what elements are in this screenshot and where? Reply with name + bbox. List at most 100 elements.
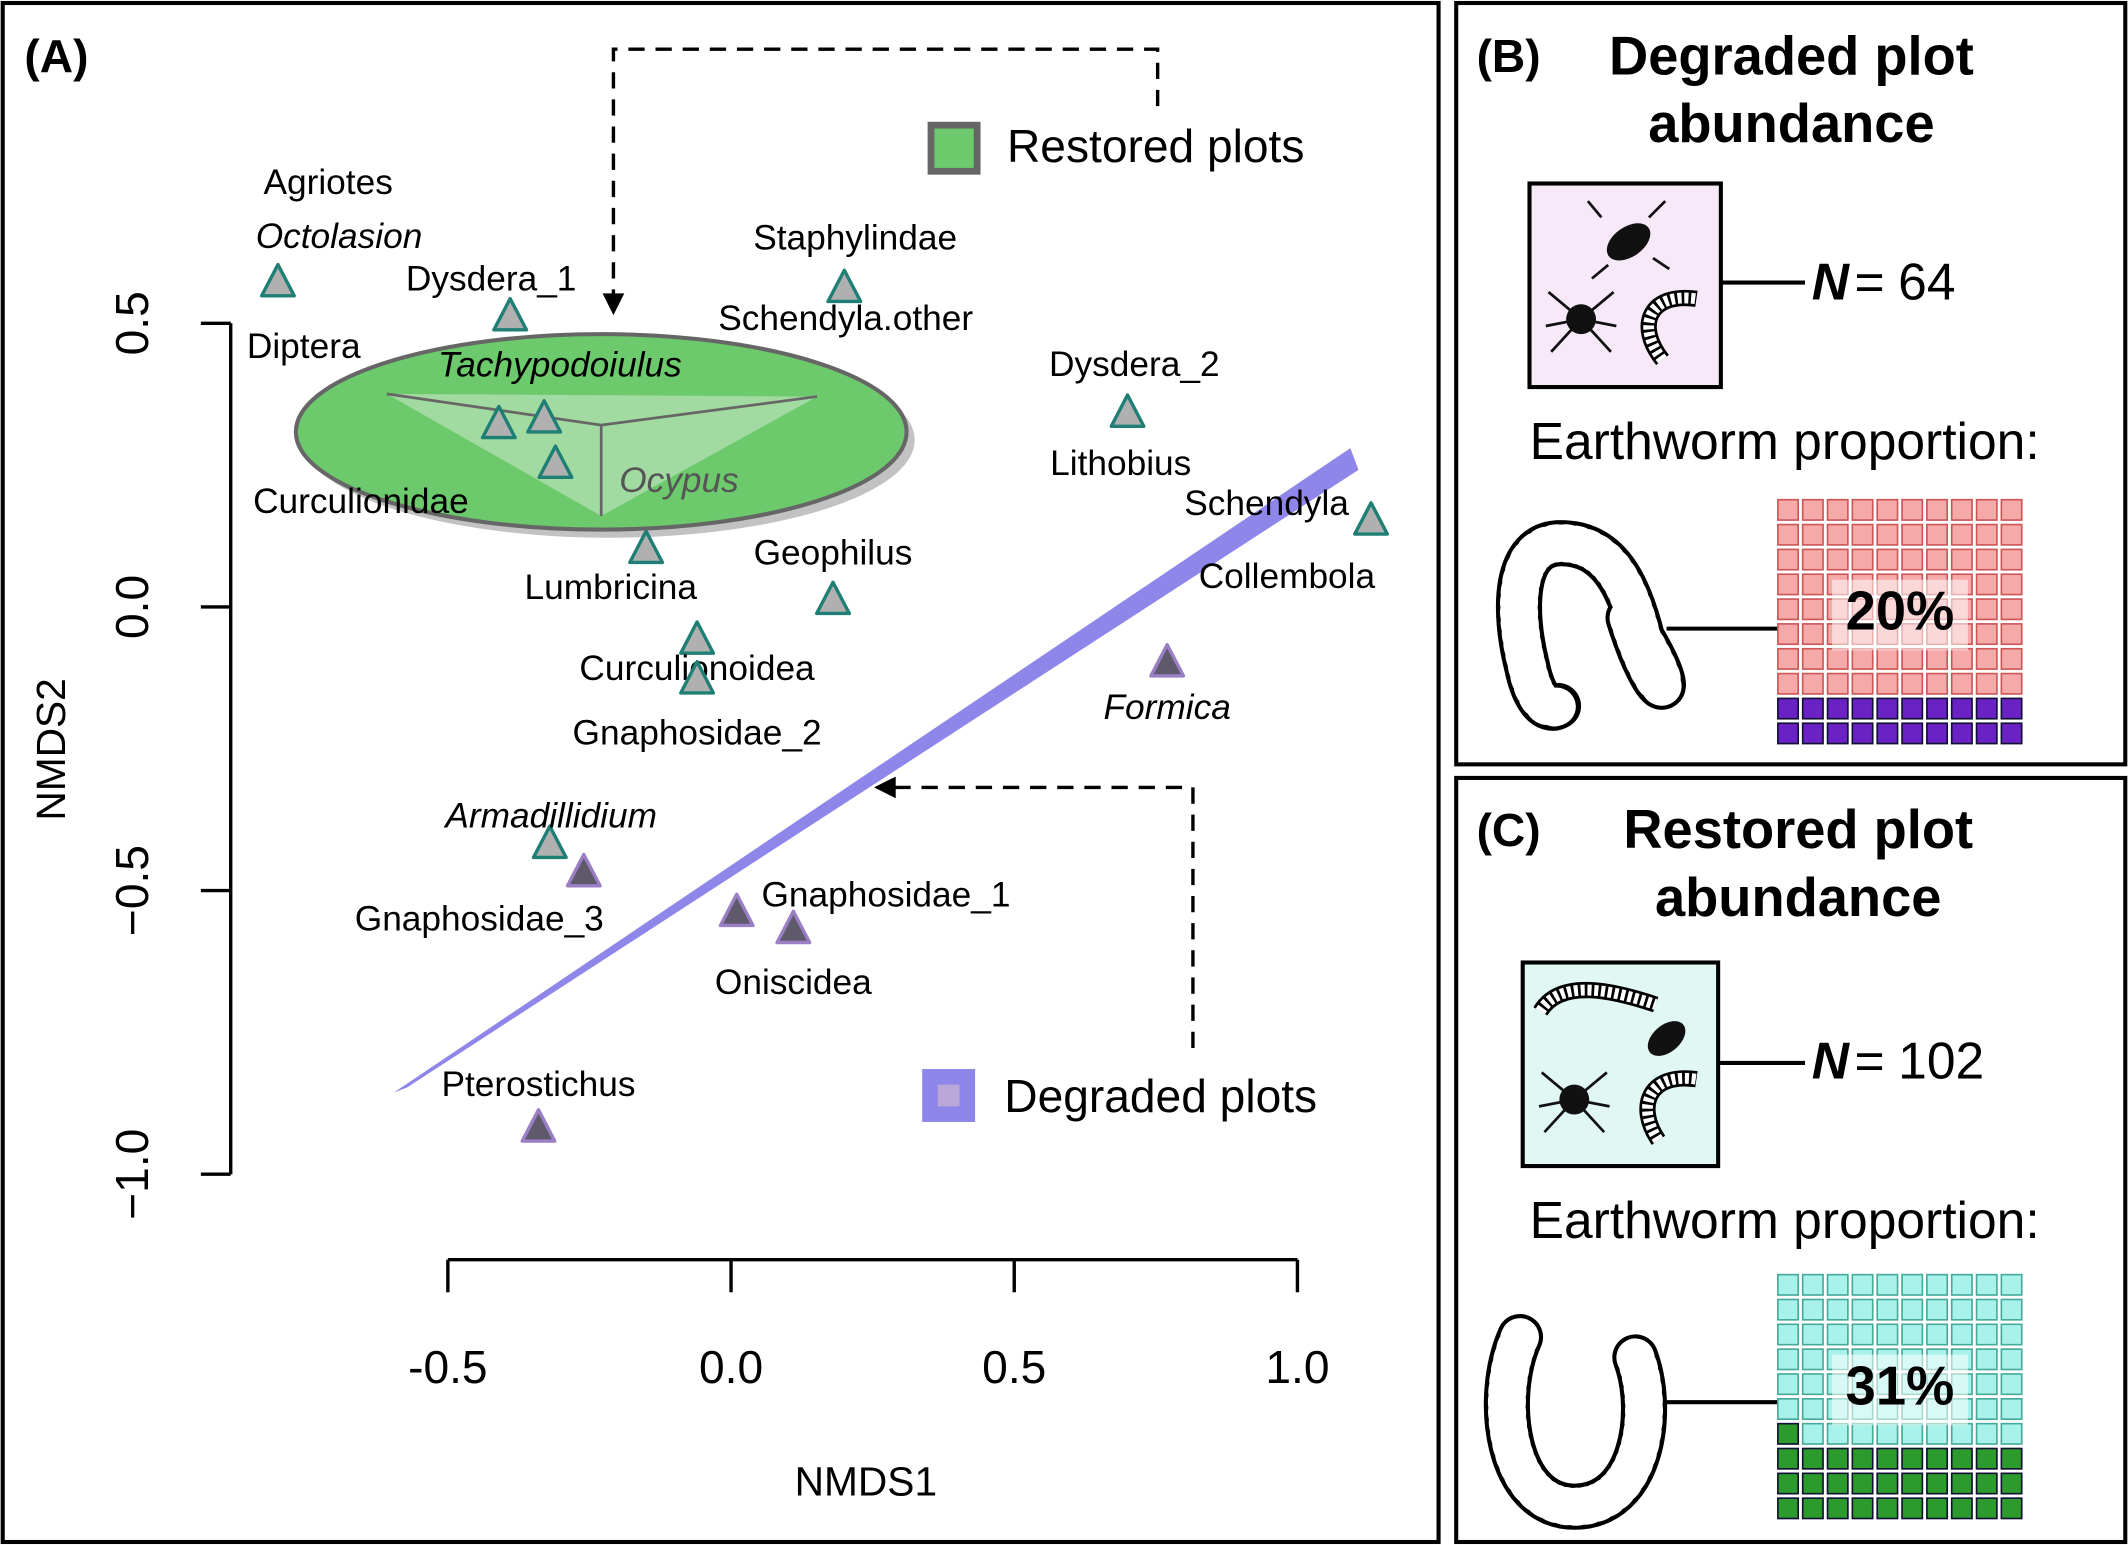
- waffle-cell: [1801, 722, 1824, 745]
- arrow-head: [602, 293, 625, 316]
- waffle-cell: [1975, 722, 1998, 745]
- waffle-cell: [1950, 1472, 1973, 1495]
- point-label: Gnaphosidae_3: [355, 899, 604, 938]
- point: [526, 399, 563, 434]
- subtitle: Earthworm proportion:: [1530, 1191, 2040, 1249]
- waffle-cell-empty: [1901, 647, 1924, 670]
- waffle-cell: [1975, 1497, 1998, 1520]
- waffle-cell-empty: [1975, 1273, 1998, 1296]
- panel-label: (C): [1477, 804, 1541, 856]
- y-tick-label: 0.5: [106, 291, 158, 355]
- point-label: Lithobius: [1050, 444, 1191, 483]
- waffle-cell: [1876, 1497, 1899, 1520]
- waffle-cell-empty: [1926, 672, 1949, 695]
- waffle-cell: [1901, 1472, 1924, 1495]
- waffle-cell-empty: [1926, 523, 1949, 546]
- waffle-cell-empty: [1876, 647, 1899, 670]
- waffle-cell-empty: [2000, 1323, 2023, 1346]
- waffle-cell: [1926, 1472, 1949, 1495]
- waffle-cell: [2000, 1497, 2023, 1520]
- waffle-cell: [1901, 697, 1924, 720]
- waffle-cell-empty: [1926, 1422, 1949, 1445]
- waffle-cell-empty: [1777, 523, 1800, 546]
- point-label: Gnaphosidae_2: [573, 713, 822, 752]
- waffle-cell-empty: [1801, 573, 1824, 596]
- point: [480, 404, 517, 440]
- point-label: Pterostichus: [441, 1065, 635, 1104]
- waffle-cell-empty: [1901, 1323, 1924, 1346]
- earthworm: [1487, 1318, 1664, 1526]
- waffle-cell: [1950, 722, 1973, 745]
- worm: [1642, 1072, 1698, 1144]
- waffle-cell-empty: [1975, 1323, 1998, 1346]
- point-label: Tachypodoiulus: [438, 345, 682, 384]
- waffle-cell-empty: [1926, 1298, 1949, 1321]
- degraded-band: [393, 448, 1359, 1093]
- waffle-cell-empty: [1801, 1373, 1824, 1396]
- waffle-cell-empty: [2000, 1422, 2023, 1445]
- legend-label: Restored plots: [1007, 120, 1304, 172]
- waffle-cell-empty: [1851, 1298, 1874, 1321]
- point: [815, 580, 851, 616]
- waffle-cell-empty: [1876, 523, 1899, 546]
- waffle-cell-empty: [1777, 498, 1800, 521]
- waffle-cell-empty: [1975, 623, 1998, 646]
- point-label: Geophilus: [754, 533, 913, 572]
- waffle-cell: [1926, 722, 1949, 745]
- waffle-cell-empty: [1777, 1348, 1800, 1371]
- point-label: Ocypus: [619, 461, 739, 500]
- point: [775, 909, 812, 945]
- point-label: Diptera: [247, 327, 361, 366]
- waffle-cell-empty: [1975, 1298, 1998, 1321]
- waffle-cell: [1801, 1472, 1824, 1495]
- panel-title: abundance: [1648, 93, 1934, 154]
- waffle-cell-empty: [1851, 523, 1874, 546]
- icon-box: [1527, 181, 1723, 390]
- x-tick-label: -0.5: [408, 1341, 487, 1393]
- waffle-cell: [1777, 697, 1800, 720]
- point-label: Dysdera_2: [1049, 345, 1220, 384]
- point: [1353, 501, 1390, 536]
- waffle-cell-empty: [1851, 647, 1874, 670]
- waffle-cell-empty: [1975, 672, 1998, 695]
- percent-backdrop: [1832, 1354, 1968, 1426]
- waffle-cell-empty: [1950, 1298, 1973, 1321]
- waffle-cell-empty: [1950, 1323, 1973, 1346]
- waffle-cell-empty: [2000, 647, 2023, 670]
- point-label: Collembola: [1199, 557, 1376, 596]
- waffle-cell: [1975, 697, 1998, 720]
- waffle-cell-empty: [1826, 523, 1849, 546]
- waffle-cell-empty: [1901, 1422, 1924, 1445]
- point: [718, 892, 755, 928]
- waffle-cell-empty: [1975, 1373, 1998, 1396]
- point: [531, 824, 568, 860]
- waffle-cell: [1826, 722, 1849, 745]
- waffle-cell-empty: [1975, 498, 1998, 521]
- waffle-cell: [1851, 722, 1874, 745]
- point-label: Schendyla: [1184, 484, 1349, 523]
- arrow-head: [874, 776, 896, 799]
- waffle-cell: [1876, 1472, 1899, 1495]
- waffle-cell: [1777, 1472, 1800, 1495]
- waffle-cell: [1926, 697, 1949, 720]
- waffle-cell-empty: [1826, 548, 1849, 571]
- waffle-cell-empty: [2000, 1398, 2023, 1420]
- taxa-icon: [1527, 181, 1723, 390]
- waffle-cell: [1975, 1472, 1998, 1495]
- panel-label: (B): [1477, 30, 1541, 82]
- waffle-cell-empty: [1826, 498, 1849, 521]
- waffle-cell-empty: [1826, 1422, 1849, 1445]
- waffle-cell-empty: [1777, 573, 1800, 596]
- waffle-cell-empty: [1777, 1398, 1800, 1420]
- earthworm: [1499, 524, 1682, 727]
- worm: [1643, 292, 1698, 364]
- waffle-cell-empty: [1826, 1298, 1849, 1321]
- point: [1149, 642, 1186, 678]
- waffle-cell-empty: [1851, 672, 1874, 695]
- count-symbol: N: [1812, 252, 1851, 310]
- waffle-cell-empty: [1926, 1323, 1949, 1346]
- waffle-cell-empty: [2000, 1373, 2023, 1396]
- count-sep: =: [1854, 1031, 1884, 1089]
- waffle-cell-empty: [1851, 1422, 1874, 1445]
